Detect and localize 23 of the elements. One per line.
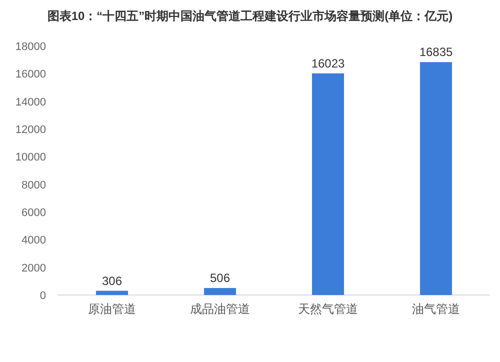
y-tick-label: 6000 (22, 207, 46, 219)
y-tick-label: 12000 (15, 124, 46, 136)
bar (312, 73, 344, 295)
x-tick-label: 成品油管道 (190, 302, 250, 316)
y-tick-label: 8000 (22, 179, 46, 192)
y-tick-label: 18000 (15, 41, 46, 53)
y-tick-label: 2000 (22, 262, 46, 274)
data-label: 16023 (311, 56, 346, 70)
x-tick-label: 油气管道 (412, 302, 460, 316)
data-label: 16835 (419, 45, 454, 60)
bar (96, 290, 128, 295)
y-tick-label: 4000 (22, 234, 46, 247)
x-tick-label: 天然气管道 (298, 302, 358, 316)
data-label: 506 (210, 271, 230, 285)
y-tick-label: 14000 (15, 96, 46, 108)
bar (204, 288, 236, 295)
bar (420, 62, 452, 295)
data-label: 306 (102, 274, 122, 288)
y-tick-label: 16000 (15, 68, 46, 81)
y-tick-label: 0 (40, 290, 46, 302)
x-tick-label: 原油管道 (88, 302, 136, 316)
y-tick-label: 10000 (15, 152, 46, 164)
chart-title: 图表10：“十四五”时期中国油气管道工程建设行业市场容量预测(单位：亿元) (47, 9, 453, 23)
